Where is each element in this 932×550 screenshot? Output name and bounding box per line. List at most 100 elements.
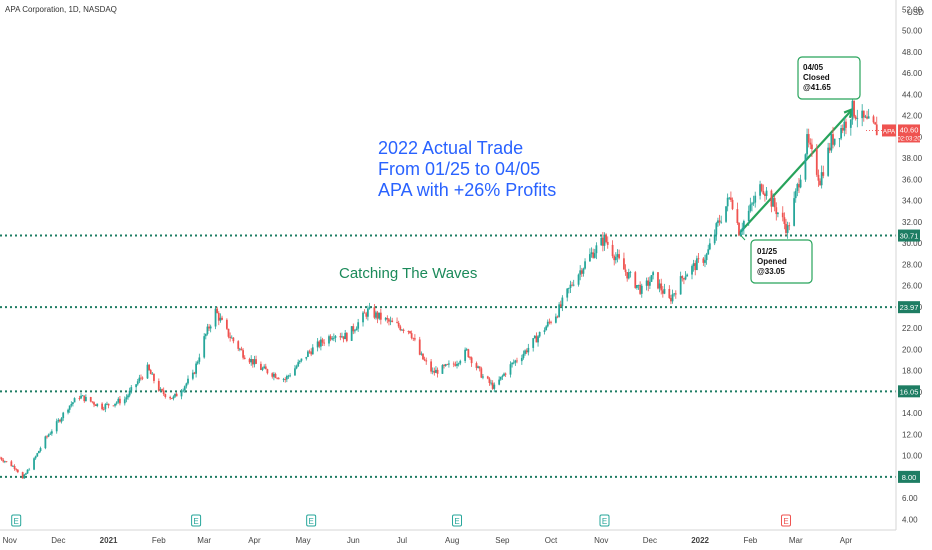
candle-body-49 xyxy=(107,403,110,406)
earnings-marker-label-2: E xyxy=(308,517,313,526)
candle-body-115 xyxy=(260,363,262,370)
candle-body-350 xyxy=(793,198,796,226)
candle-body-273 xyxy=(616,254,619,258)
candle-body-10 xyxy=(21,472,24,479)
time-tick-3: Feb xyxy=(152,536,166,545)
price-tick-24: 52.00 xyxy=(902,5,923,14)
candle-body-293 xyxy=(661,290,664,294)
candle-body-113 xyxy=(253,359,256,365)
candle-body-247 xyxy=(558,304,561,317)
candle-body-111 xyxy=(250,359,253,363)
candle-body-267 xyxy=(603,234,606,246)
candle-body-245 xyxy=(554,316,557,323)
candle-body-118 xyxy=(264,366,267,370)
candle-body-349 xyxy=(788,225,791,227)
candle-body-86 xyxy=(193,372,196,374)
candle-body-180 xyxy=(407,330,410,332)
candles xyxy=(0,99,878,479)
candle-body-143 xyxy=(321,339,324,343)
candle-body-200 xyxy=(452,363,455,365)
candle-body-312 xyxy=(705,254,708,261)
candle-body-148 xyxy=(332,337,335,339)
price-tick-12: 28.00 xyxy=(902,260,923,269)
candle-body-299 xyxy=(674,293,677,295)
candle-body-189 xyxy=(425,360,428,362)
candle-body-211 xyxy=(477,366,479,368)
candle-body-314 xyxy=(708,243,711,250)
price-tick-1: 6.00 xyxy=(902,494,918,503)
candle-body-237 xyxy=(535,335,538,343)
candle-body-378 xyxy=(854,116,857,119)
candle-body-18 xyxy=(37,450,40,454)
candle-body-290 xyxy=(657,272,659,289)
price-tick-13: 30.00 xyxy=(902,239,923,248)
subtitle-annotation: Catching The Waves xyxy=(339,265,477,282)
earnings-marker-label-1: E xyxy=(193,517,198,526)
level-tag-2: 16.05 xyxy=(900,387,919,396)
time-axis[interactable]: Nov Dec 2021 Feb Mar Apr May Jun Jul Aug Sep Oct Nov… xyxy=(3,536,853,545)
earnings-marker-0[interactable] xyxy=(11,514,22,527)
candle-body-175 xyxy=(396,322,398,323)
candle-body-74 xyxy=(164,394,167,398)
candle-body-317 xyxy=(717,220,719,224)
price-axis[interactable]: 4.006.008.0010.0012.0014.0016.0018.0020.… xyxy=(902,5,923,524)
candle-body-339 xyxy=(765,190,768,196)
candle-body-330 xyxy=(747,210,750,222)
candle-body-377 xyxy=(853,100,855,117)
earnings-marker-5[interactable] xyxy=(781,514,792,527)
candle-body-326 xyxy=(738,223,740,236)
price-tick-4: 12.00 xyxy=(902,430,923,439)
candle-body-222 xyxy=(501,375,504,377)
candle-body-369 xyxy=(833,138,836,145)
candle-body-14 xyxy=(28,469,31,471)
last-price-value: 40.60 xyxy=(900,125,919,134)
candle-body-45 xyxy=(101,403,103,410)
candle-body-199 xyxy=(448,363,450,365)
candle-body-254 xyxy=(572,284,575,286)
candle-body-169 xyxy=(379,312,382,320)
ticker-tag: APA xyxy=(883,128,896,135)
candle-body-15 xyxy=(33,458,35,470)
countdown-value: 02:03:20 xyxy=(897,136,921,142)
candle-body-176 xyxy=(397,322,400,327)
candle-body-184 xyxy=(413,338,416,340)
candle-body-140 xyxy=(316,341,319,348)
candle-body-12 xyxy=(25,473,27,475)
headline-line-2: From 01/25 to 04/05 xyxy=(378,159,540,179)
candle-body-2 xyxy=(2,459,5,462)
candle-body-187 xyxy=(422,353,424,360)
candle-body-234 xyxy=(527,347,530,353)
candle-body-214 xyxy=(482,376,484,378)
candle-body-27 xyxy=(59,419,61,422)
candle-body-260 xyxy=(589,254,591,262)
candle-body-61 xyxy=(136,381,139,385)
earnings-marker-3[interactable] xyxy=(452,514,463,527)
chart-header-title: APA Corporation, 1D, NASDAQ xyxy=(5,5,117,14)
candle-body-331 xyxy=(749,204,752,211)
candle-body-106 xyxy=(238,348,241,350)
candle-body-132 xyxy=(297,362,300,367)
time-tick-1: Dec xyxy=(51,536,65,545)
candle-body-320 xyxy=(725,206,727,222)
candle-body-22 xyxy=(47,434,50,437)
candle-body-191 xyxy=(431,370,434,372)
trade-line xyxy=(738,108,854,235)
candle-body-29 xyxy=(62,412,65,419)
candle-body-60 xyxy=(135,384,138,388)
time-tick-6: May xyxy=(295,536,310,545)
candle-body-376 xyxy=(851,100,854,120)
earnings-marker-2[interactable] xyxy=(306,514,317,527)
candle-body-258 xyxy=(582,268,585,274)
earnings-marker-1[interactable] xyxy=(191,514,202,527)
price-tick-14: 32.00 xyxy=(902,218,923,227)
candle-body-171 xyxy=(386,317,389,320)
candle-body-209 xyxy=(470,357,473,364)
candle-body-57 xyxy=(127,395,129,398)
candle-body-112 xyxy=(251,359,254,365)
candle-body-56 xyxy=(125,397,128,400)
candle-body-165 xyxy=(373,307,376,318)
candle-body-361 xyxy=(817,174,820,181)
earnings-marker-4[interactable] xyxy=(599,514,610,527)
time-tick-2: 2021 xyxy=(100,536,118,545)
